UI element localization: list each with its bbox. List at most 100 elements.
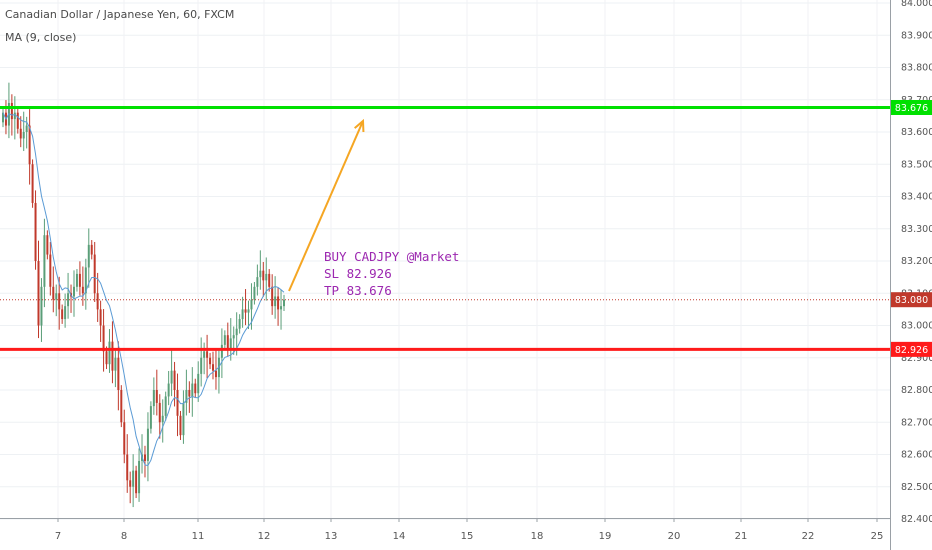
candle-body [203, 351, 206, 358]
take-profit-price-tag-label: 83.676 [895, 103, 928, 114]
candle-body [10, 102, 13, 120]
candle-body [179, 415, 182, 436]
candle-body [262, 270, 265, 281]
x-tick-label: 18 [531, 531, 544, 542]
x-tick-label: 14 [393, 531, 406, 542]
candle-body [105, 351, 108, 365]
candle-body [25, 125, 28, 132]
y-tick-label: 84.000 [901, 0, 932, 9]
x-tick-label: 25 [871, 531, 884, 542]
x-tick-label: 12 [258, 531, 271, 542]
candle-body [49, 254, 52, 287]
candle-body [167, 383, 170, 397]
projection-arrow-head [354, 118, 365, 133]
candle-body [78, 273, 81, 287]
candle-body [220, 344, 223, 358]
candle-body [126, 454, 129, 481]
symbol-title: Canadian Dollar / Japanese Yen, 60, FXCM [5, 8, 235, 21]
candle-body [277, 296, 280, 310]
current-price-price-tag-label: 83.080 [895, 295, 928, 306]
candle-body [182, 402, 185, 436]
y-tick-label: 83.300 [901, 224, 932, 235]
candle-body [37, 261, 40, 326]
candle-body [58, 293, 61, 310]
candle-body [16, 112, 19, 129]
candle-body [93, 254, 96, 294]
trade-annotation-line-2: SL 82.926 [324, 266, 392, 281]
candle-body [138, 460, 141, 494]
candle-body [212, 364, 215, 371]
candle-body [120, 390, 123, 423]
candle-body [146, 428, 149, 461]
candle-body [43, 235, 46, 287]
candle-body [250, 299, 253, 310]
x-tick-label: 8 [121, 531, 127, 542]
candle-body [108, 341, 111, 365]
y-tick-label: 82.800 [901, 385, 932, 396]
candle-body [173, 370, 176, 390]
candle-body [268, 273, 271, 287]
y-tick-label: 82.700 [901, 417, 932, 428]
y-tick-label: 83.200 [901, 256, 932, 267]
candle-body [31, 164, 34, 203]
y-tick-label: 83.900 [901, 30, 932, 41]
candle-body [253, 286, 256, 300]
x-tick-label: 11 [192, 531, 205, 542]
candle-body [274, 296, 277, 307]
candle-body [265, 273, 268, 281]
candle-body [99, 309, 102, 326]
x-tick-label: 15 [461, 531, 474, 542]
candle-body [238, 319, 241, 329]
x-tick-label: 7 [55, 531, 61, 542]
candle-body [40, 286, 43, 326]
candle-body [229, 338, 232, 349]
candle-body [129, 480, 132, 487]
candle-body [22, 132, 25, 139]
projection-arrow-line [288, 120, 364, 292]
candle-body [2, 112, 4, 123]
y-tick-label: 82.900 [901, 353, 932, 364]
candle-body [123, 422, 126, 455]
stop-loss-price-tag [891, 341, 932, 357]
candle-body [223, 335, 226, 345]
candle-body [19, 128, 22, 139]
candle-body [111, 341, 114, 371]
candle-body [34, 202, 37, 261]
candle-body [161, 415, 164, 423]
candle-body [55, 293, 58, 300]
trade-annotation-line-1: BUY CADJPY @Market [324, 249, 460, 264]
candle-body [155, 390, 158, 403]
x-tick-label: 22 [802, 531, 815, 542]
candle-body [102, 325, 105, 352]
candle-body [188, 390, 191, 397]
candle-body [256, 277, 259, 287]
candle-body [13, 112, 16, 120]
indicator-label[interactable]: MA (9, close) [5, 31, 77, 44]
candle-body [194, 383, 197, 394]
candle-body [67, 293, 70, 307]
candle-body [197, 373, 200, 394]
y-tick-label: 83.600 [901, 127, 932, 138]
candle-body [235, 328, 238, 336]
candle-body [96, 293, 99, 310]
stop-loss-price-tag-label: 82.926 [895, 345, 928, 356]
candle-body [132, 470, 135, 487]
y-tick-label: 83.800 [901, 63, 932, 74]
candle-body [87, 244, 90, 268]
candle-body [200, 357, 203, 374]
candle-body [283, 299, 285, 307]
candle-body [52, 286, 55, 300]
y-tick-label: 82.400 [901, 514, 932, 525]
candle-body [135, 470, 138, 494]
candle-body [158, 402, 161, 423]
candle-body [81, 286, 84, 294]
candle-body [241, 309, 244, 320]
candle-body [214, 370, 217, 378]
y-tick-label: 83.000 [901, 321, 932, 332]
candle-body [226, 335, 229, 349]
y-tick-label: 83.500 [901, 159, 932, 170]
candle-body [46, 235, 49, 255]
x-tick-label: 19 [599, 531, 612, 542]
candle-body [152, 390, 155, 407]
